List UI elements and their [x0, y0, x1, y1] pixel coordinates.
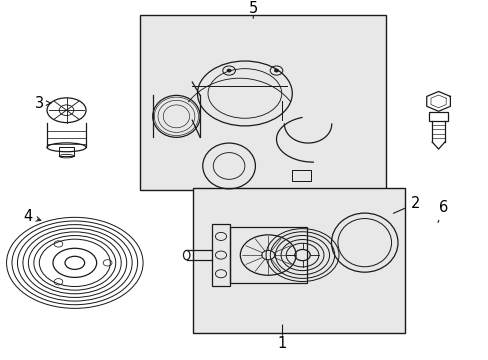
Text: 1: 1 — [277, 336, 286, 351]
Bar — [428, 112, 447, 121]
Circle shape — [274, 69, 278, 72]
Bar — [193, 188, 405, 333]
Bar — [229, 227, 306, 283]
Text: 3: 3 — [35, 96, 51, 111]
Text: 4: 4 — [23, 209, 41, 224]
Bar — [140, 15, 385, 190]
Bar — [292, 170, 310, 181]
Circle shape — [226, 69, 231, 72]
Bar — [212, 224, 229, 286]
Text: 6: 6 — [437, 200, 447, 222]
Bar — [59, 147, 74, 156]
Text: 5: 5 — [248, 1, 257, 16]
Text: 2: 2 — [392, 196, 419, 213]
